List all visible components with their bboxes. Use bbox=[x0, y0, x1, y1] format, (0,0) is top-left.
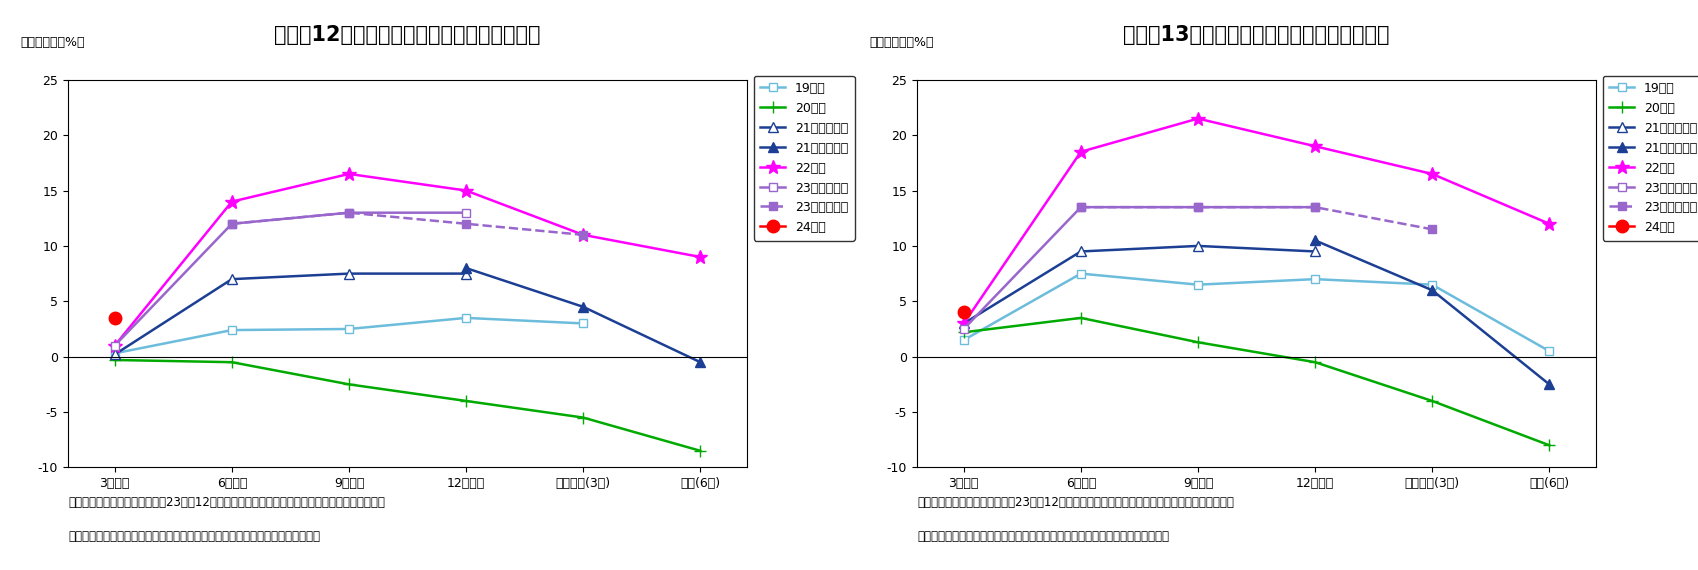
23年度（旧） bbox=[1189, 203, 1209, 210]
22年度 bbox=[1071, 148, 1092, 155]
Legend: 19年度, 20年度, 21年度（旧）, 21年度（新）, 22年度, 23年度（旧）, 23年度（新）, 24年度: 19年度, 20年度, 21年度（旧）, 21年度（新）, 22年度, 23年度… bbox=[1603, 76, 1698, 241]
20年度 bbox=[1538, 442, 1559, 449]
21年度（旧） bbox=[105, 351, 126, 358]
19年度 bbox=[222, 327, 243, 333]
22年度 bbox=[1304, 143, 1324, 150]
Text: （注）リース会計対応ベース。23年度12月調査は新旧併記、その後は新ベース（対象見直し後）: （注）リース会計対応ベース。23年度12月調査は新旧併記、その後は新ベース（対象… bbox=[68, 496, 385, 509]
23年度（新） bbox=[572, 231, 593, 238]
20年度 bbox=[105, 357, 126, 364]
23年度（旧） bbox=[1071, 203, 1092, 210]
21年度（旧） bbox=[222, 276, 243, 283]
22年度 bbox=[689, 254, 710, 260]
Line: 19年度: 19年度 bbox=[959, 270, 1554, 355]
20年度 bbox=[1189, 339, 1209, 345]
23年度（新） bbox=[340, 209, 360, 216]
Line: 21年度（新）: 21年度（新） bbox=[462, 263, 705, 367]
19年度 bbox=[954, 337, 975, 344]
21年度（旧） bbox=[954, 320, 975, 327]
Legend: 19年度, 20年度, 21年度（旧）, 21年度（新）, 22年度, 23年度（旧）, 23年度（新）, 24年度: 19年度, 20年度, 21年度（旧）, 21年度（新）, 22年度, 23年度… bbox=[754, 76, 854, 241]
21年度（旧） bbox=[1189, 242, 1209, 249]
22年度 bbox=[105, 342, 126, 349]
21年度（新） bbox=[455, 264, 475, 271]
Line: 21年度（新）: 21年度（新） bbox=[1311, 235, 1554, 389]
23年度（旧） bbox=[222, 221, 243, 227]
21年度（新） bbox=[1421, 287, 1442, 294]
23年度（旧） bbox=[954, 325, 975, 332]
Text: （資料）日本銀行「全国企業短期経済観測調査」、予測値はニッセイ基礎研究所: （資料）日本銀行「全国企業短期経済観測調査」、予測値はニッセイ基礎研究所 bbox=[917, 530, 1168, 543]
19年度 bbox=[1538, 348, 1559, 355]
22年度 bbox=[1421, 170, 1442, 177]
23年度（新） bbox=[455, 221, 475, 227]
22年度 bbox=[954, 320, 975, 327]
Line: 23年度（新）: 23年度（新） bbox=[1077, 203, 1437, 234]
19年度 bbox=[572, 320, 593, 327]
Text: （対前年比、%）: （対前年比、%） bbox=[20, 36, 85, 49]
21年度（新） bbox=[1538, 381, 1559, 388]
Line: 20年度: 20年度 bbox=[958, 312, 1555, 451]
20年度 bbox=[1304, 359, 1324, 365]
19年度 bbox=[1421, 281, 1442, 288]
22年度 bbox=[572, 231, 593, 238]
20年度 bbox=[954, 329, 975, 336]
21年度（旧） bbox=[1071, 248, 1092, 255]
19年度 bbox=[1304, 276, 1324, 283]
Text: （資料）日本銀行「全国企業短期経済観測調査」、予測値はニッセイ基礎研究所: （資料）日本銀行「全国企業短期経済観測調査」、予測値はニッセイ基礎研究所 bbox=[68, 530, 319, 543]
22年度 bbox=[340, 170, 360, 177]
19年度 bbox=[1071, 270, 1092, 277]
19年度 bbox=[105, 350, 126, 357]
Line: 22年度: 22年度 bbox=[956, 112, 1557, 331]
23年度（旧） bbox=[340, 209, 360, 216]
21年度（新） bbox=[1304, 237, 1324, 244]
Title: （図表13）設備投資計画（大企業・全産業）: （図表13）設備投資計画（大企業・全産業） bbox=[1124, 25, 1389, 45]
21年度（旧） bbox=[340, 270, 360, 277]
21年度（新） bbox=[572, 303, 593, 310]
Line: 21年度（旧）: 21年度（旧） bbox=[110, 268, 470, 359]
Line: 20年度: 20年度 bbox=[109, 354, 706, 457]
Text: （注）リース会計対応ベース。23年度12月調査は新旧併記、その後は新ベース（対象見直し後）: （注）リース会計対応ベース。23年度12月調査は新旧併記、その後は新ベース（対象… bbox=[917, 496, 1234, 509]
Line: 23年度（旧）: 23年度（旧） bbox=[959, 203, 1319, 333]
23年度（新） bbox=[222, 221, 243, 227]
Title: （図表12）設備投資計画（全規模・全産業）: （図表12）設備投資計画（全規模・全産業） bbox=[275, 25, 540, 45]
20年度 bbox=[340, 381, 360, 388]
Line: 19年度: 19年度 bbox=[110, 314, 588, 357]
Line: 23年度（旧）: 23年度（旧） bbox=[110, 209, 470, 350]
19年度 bbox=[455, 315, 475, 321]
23年度（旧） bbox=[1304, 203, 1324, 210]
20年度 bbox=[572, 414, 593, 421]
Line: 21年度（旧）: 21年度（旧） bbox=[959, 241, 1319, 328]
21年度（旧） bbox=[1304, 248, 1324, 255]
Line: 23年度（新）: 23年度（新） bbox=[228, 209, 588, 239]
22年度 bbox=[455, 187, 475, 194]
23年度（新） bbox=[1304, 203, 1324, 210]
20年度 bbox=[1421, 397, 1442, 404]
22年度 bbox=[1538, 221, 1559, 227]
21年度（旧） bbox=[455, 270, 475, 277]
23年度（旧） bbox=[455, 209, 475, 216]
22年度 bbox=[1189, 115, 1209, 122]
20年度 bbox=[689, 447, 710, 454]
23年度（旧） bbox=[105, 342, 126, 349]
23年度（新） bbox=[1421, 226, 1442, 233]
22年度 bbox=[222, 198, 243, 205]
Line: 22年度: 22年度 bbox=[107, 167, 708, 352]
23年度（新） bbox=[1071, 203, 1092, 210]
21年度（新） bbox=[689, 359, 710, 365]
20年度 bbox=[222, 359, 243, 365]
Text: （対前年比、%）: （対前年比、%） bbox=[869, 36, 934, 49]
20年度 bbox=[1071, 315, 1092, 321]
19年度 bbox=[340, 325, 360, 332]
20年度 bbox=[455, 397, 475, 404]
19年度 bbox=[1189, 281, 1209, 288]
23年度（新） bbox=[1189, 203, 1209, 210]
